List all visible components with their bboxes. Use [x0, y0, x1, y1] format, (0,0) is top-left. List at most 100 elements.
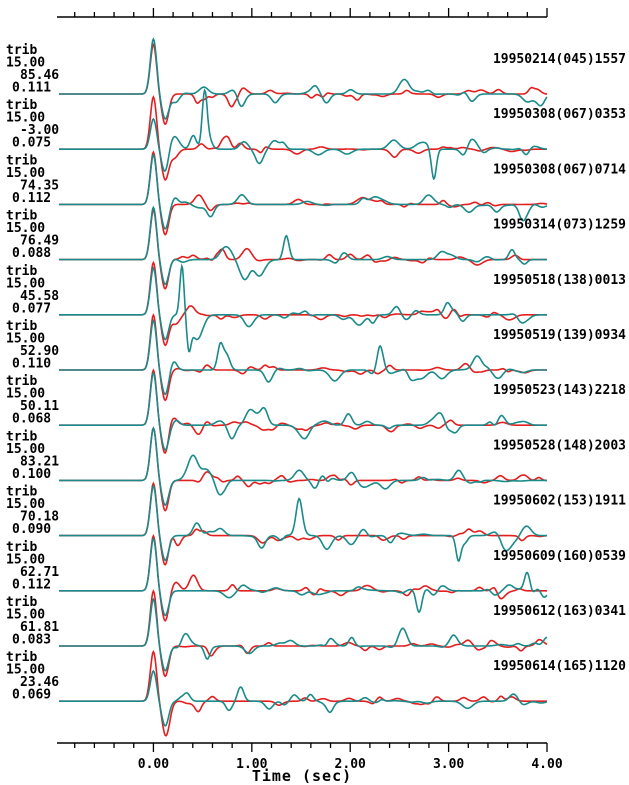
trace-label-line: -3.00 — [20, 123, 59, 138]
event-id: 19950519(139)0934 — [493, 328, 626, 343]
trace-label-line: trib — [6, 43, 37, 58]
trace-label-line: 74.35 — [20, 178, 59, 193]
trace-label-line: 0.069 — [12, 688, 51, 703]
event-id: 19950602(153)1911 — [493, 494, 626, 509]
synthetic-trace — [59, 150, 548, 236]
event-id: 19950314(073)1259 — [493, 218, 626, 233]
trace-label-line: trib — [6, 650, 37, 665]
trace-label-line: 15.00 — [6, 387, 45, 402]
x-tick-label: 0.00 — [138, 757, 169, 772]
observed-trace — [59, 536, 548, 617]
trace-label-line: 15.00 — [6, 663, 45, 678]
trace-label-line: trib — [6, 374, 37, 389]
trace-label-line: 15.00 — [6, 608, 45, 623]
event-id: 19950518(138)0013 — [493, 273, 626, 288]
synthetic-trace — [59, 260, 547, 347]
trace-stack: trib15.0085.460.11119950214(045)1557trib… — [6, 37, 626, 737]
trace-label-line: 45.58 — [20, 289, 59, 304]
x-axis-title: Time (sec) — [252, 767, 352, 785]
synthetic-trace — [59, 426, 547, 512]
trace-label-line: 61.81 — [20, 620, 59, 635]
trace-label-line: 15.00 — [6, 552, 45, 567]
trace-label-line: 83.21 — [20, 454, 59, 469]
x-tick-label: 3.00 — [433, 757, 464, 772]
trace-label-line: trib — [6, 98, 37, 113]
event-id: 19950214(045)1557 — [493, 52, 626, 67]
trace-label-line: trib — [6, 485, 37, 500]
event-id: 19950609(160)0539 — [493, 549, 626, 564]
x-tick-label: 1.00 — [236, 757, 267, 772]
observed-trace — [59, 669, 548, 727]
trace-label-line: 62.71 — [20, 565, 59, 580]
synthetic-trace — [59, 95, 547, 181]
observed-trace — [59, 37, 548, 120]
trace-label-line: 15.00 — [6, 166, 45, 181]
observed-trace — [59, 318, 547, 396]
trace-label-line: 23.46 — [20, 675, 59, 690]
trace-label-line: trib — [6, 153, 37, 168]
trace-label-line: 0.112 — [12, 191, 51, 206]
trace-label-line: 52.90 — [20, 344, 59, 359]
trace-label-line: 0.111 — [12, 81, 51, 96]
x-tick-label: 2.00 — [335, 757, 366, 772]
event-id: 19950614(165)1120 — [493, 659, 626, 674]
x-tick-label: 4.00 — [531, 757, 562, 772]
synthetic-trace — [59, 42, 547, 126]
trace-label-line: 15.00 — [6, 442, 45, 457]
trace-label-line: 0.075 — [12, 136, 51, 151]
event-id: 19950528(148)2003 — [493, 438, 626, 453]
synthetic-trace — [59, 589, 548, 678]
trace-label-line: 15.00 — [6, 276, 45, 291]
trace-label-line: trib — [6, 595, 37, 610]
event-id: 19950612(163)0341 — [493, 604, 626, 619]
event-id: 19950308(067)0353 — [493, 107, 626, 122]
observed-trace — [59, 263, 547, 353]
synthetic-trace — [59, 481, 547, 566]
trace-label-line: 15.00 — [6, 221, 45, 236]
trace-label-line: trib — [6, 209, 37, 224]
trace-label-line: 15.00 — [6, 111, 45, 126]
synthetic-trace — [59, 313, 547, 402]
trace-label-line: trib — [6, 540, 37, 555]
trace-label-line: 0.100 — [12, 467, 51, 482]
trace-label-line: 0.090 — [12, 522, 51, 537]
observed-trace — [59, 484, 547, 563]
observed-trace — [59, 597, 548, 672]
trace-label-line: 0.110 — [12, 357, 51, 372]
synthetic-trace — [59, 533, 547, 622]
trace-label-line: 70.18 — [20, 510, 59, 525]
observed-trace — [59, 205, 547, 286]
observed-trace — [59, 426, 547, 507]
trace-label-line: 76.49 — [20, 234, 59, 249]
trace-label-line: 0.068 — [12, 412, 51, 427]
trace-label-line: 50.11 — [20, 399, 59, 414]
synthetic-trace — [59, 208, 547, 290]
trace-label-line: 85.46 — [20, 68, 59, 83]
synthetic-trace — [59, 368, 547, 454]
trace-label-line: 15.00 — [6, 497, 45, 512]
observed-trace — [59, 88, 547, 181]
event-id: 19950523(143)2218 — [493, 383, 626, 398]
top-axis — [57, 8, 548, 18]
trace-label-line: trib — [6, 319, 37, 334]
trace-label-line: 0.077 — [12, 301, 51, 316]
